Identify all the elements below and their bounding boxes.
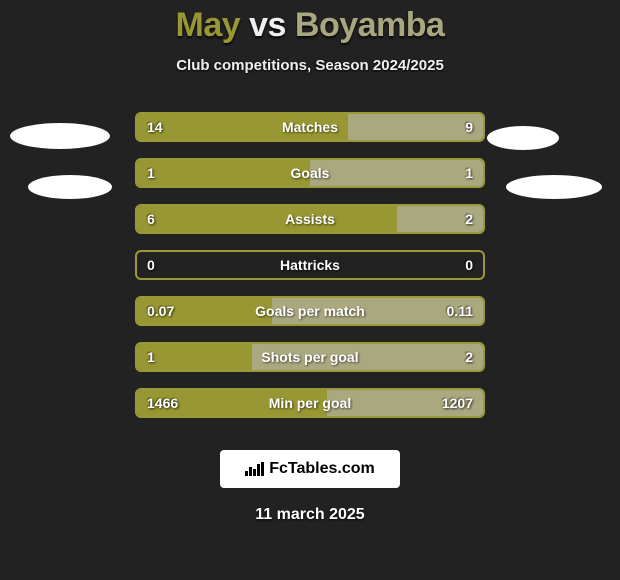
stat-value-right: 2 xyxy=(465,344,473,370)
brand-text: FcTables.com xyxy=(269,460,375,478)
stat-label: Assists xyxy=(137,206,483,232)
stat-label: Goals per match xyxy=(137,298,483,324)
stat-label: Hattricks xyxy=(137,252,483,278)
stat-bar-track: Goals1 1 xyxy=(135,158,485,188)
stat-label: Goals xyxy=(137,160,483,186)
stat-label: Matches xyxy=(137,114,483,140)
subtitle: Club competitions, Season 2024/2025 xyxy=(0,57,620,74)
brand-logo: FcTables.com xyxy=(220,450,400,488)
stat-bar-track: Matches14 9 xyxy=(135,112,485,142)
stat-value-right: 2 xyxy=(465,206,473,232)
player1-name: May xyxy=(176,6,241,44)
stat-bar-track: Hattricks0 0 xyxy=(135,250,485,280)
stat-value-right: 0.11 xyxy=(447,298,473,324)
stats-chart: Matches149Goals11Assists62Hattricks00Goa… xyxy=(0,104,620,426)
stat-row: Goals per match0.07 0.11 xyxy=(0,288,620,334)
stat-value-right: 1 xyxy=(465,160,473,186)
stat-bar-track: Shots per goal1 2 xyxy=(135,342,485,372)
stat-bar-track: Goals per match0.07 0.11 xyxy=(135,296,485,326)
stat-row: Hattricks0 0 xyxy=(0,242,620,288)
stat-bar-track: Min per goal1466 1207 xyxy=(135,388,485,418)
comparison-title: May vs Boyamba xyxy=(0,0,620,45)
stat-value-left: 0 xyxy=(147,252,155,278)
stat-label: Shots per goal xyxy=(137,344,483,370)
decorative-ellipse xyxy=(506,175,602,199)
stat-value-left: 1 xyxy=(147,344,155,370)
stat-value-left: 14 xyxy=(147,114,163,140)
brand-post: Tables.com xyxy=(288,460,375,477)
decorative-ellipse xyxy=(28,175,112,199)
stat-value-right: 9 xyxy=(465,114,473,140)
stat-value-left: 1 xyxy=(147,160,155,186)
vs-separator: vs xyxy=(249,6,286,44)
stat-bar-track: Assists6 2 xyxy=(135,204,485,234)
stat-row: Assists6 2 xyxy=(0,196,620,242)
decorative-ellipse xyxy=(487,126,559,150)
stat-row: Min per goal1466 1207 xyxy=(0,380,620,426)
decorative-ellipse xyxy=(10,123,110,149)
player2-name: Boyamba xyxy=(295,6,445,44)
chart-icon xyxy=(245,462,263,476)
stat-value-left: 1466 xyxy=(147,390,178,416)
stat-value-left: 0.07 xyxy=(147,298,174,324)
stat-value-right: 0 xyxy=(465,252,473,278)
stat-value-left: 6 xyxy=(147,206,155,232)
stat-value-right: 1207 xyxy=(442,390,473,416)
brand-pre: Fc xyxy=(269,460,288,477)
stat-row: Shots per goal1 2 xyxy=(0,334,620,380)
stat-label: Min per goal xyxy=(137,390,483,416)
date-label: 11 march 2025 xyxy=(0,506,620,524)
